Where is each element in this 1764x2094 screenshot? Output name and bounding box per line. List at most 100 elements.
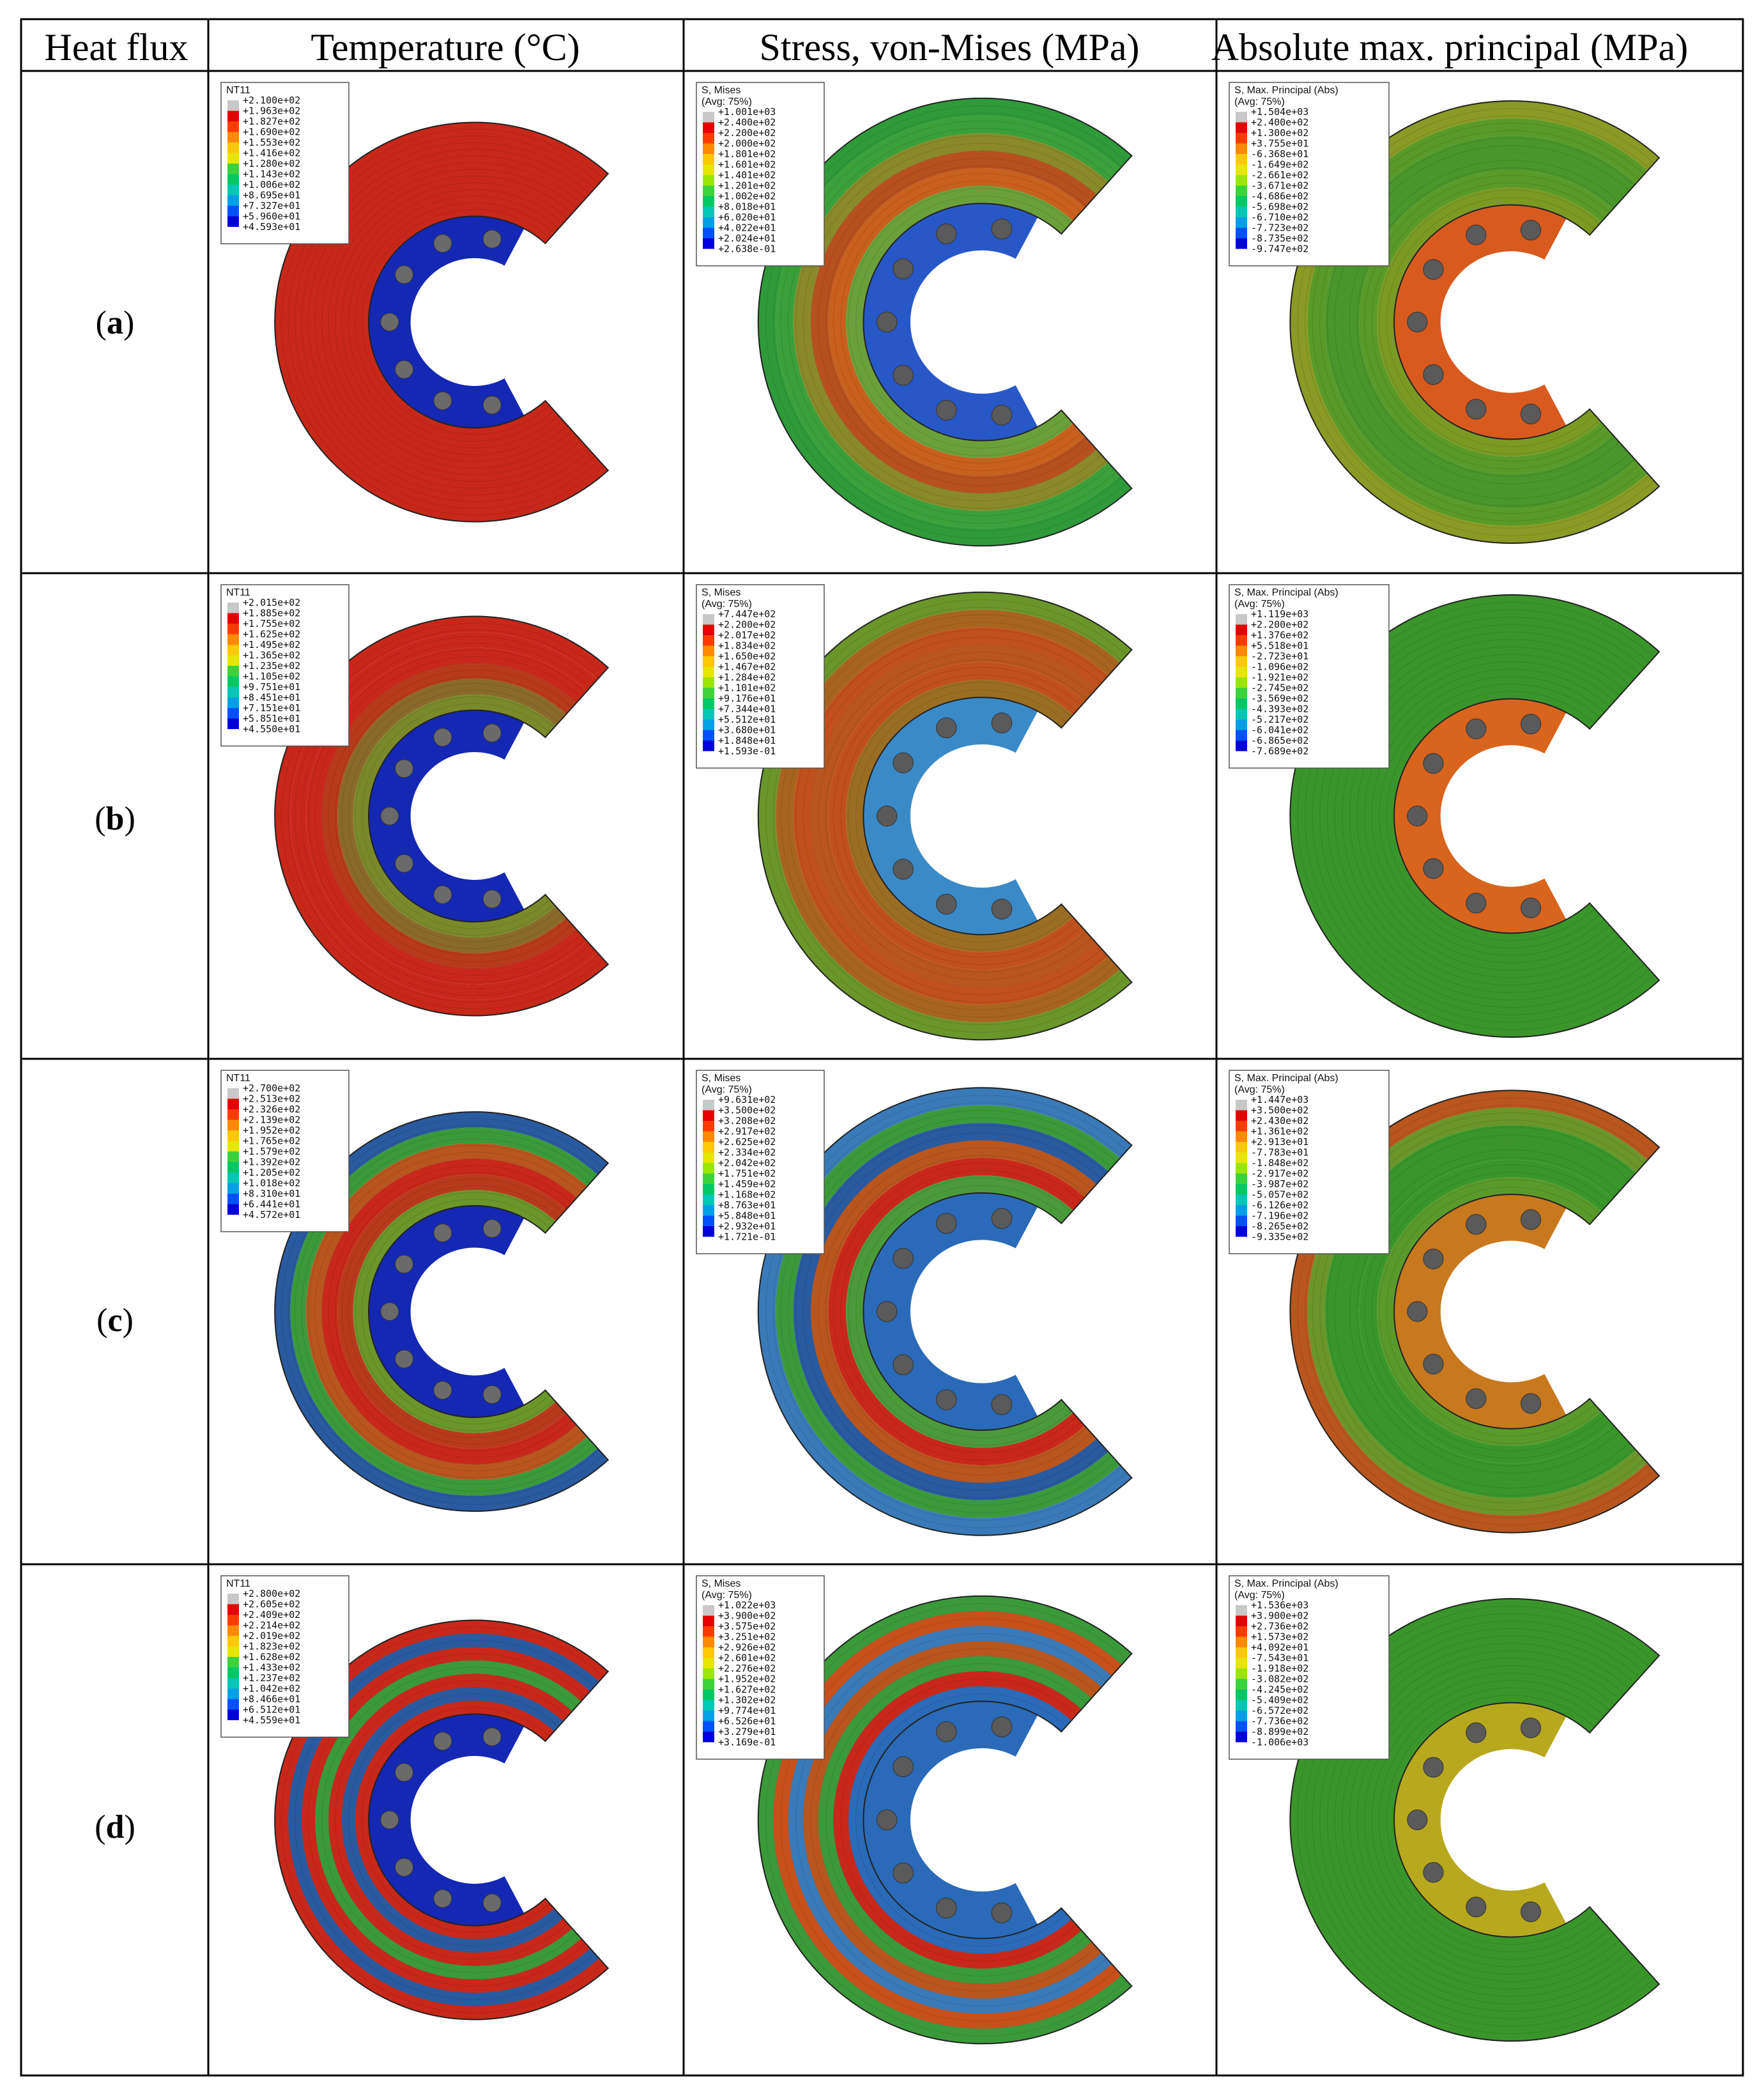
legend-swatch — [703, 1142, 714, 1153]
contour-band — [776, 116, 1121, 528]
legend-swatch — [227, 1688, 239, 1699]
mesh-line — [855, 1693, 1067, 1946]
legend-swatch — [1236, 1700, 1247, 1711]
mesh-line — [848, 1686, 1072, 1954]
legend-swatch — [1236, 741, 1247, 751]
mesh-line — [328, 175, 572, 469]
bolt-hole-icon — [433, 1889, 452, 1908]
bolt-hole-icon — [1466, 1214, 1487, 1235]
bolt-hole-icon — [433, 234, 452, 253]
mesh-line — [1297, 1097, 1655, 1526]
contour-band — [811, 151, 1097, 493]
legend-value: +2.019e+02 — [243, 1630, 300, 1642]
legend-swatch — [703, 217, 714, 228]
legend-title: NT11 — [226, 1073, 250, 1084]
mesh-line — [825, 659, 1087, 973]
legend-value: +7.344e+01 — [718, 704, 776, 715]
legend-swatch — [227, 1194, 239, 1205]
contour-band — [758, 592, 1132, 1040]
mesh-line — [1386, 1695, 1595, 1945]
legend-swatch — [1236, 656, 1247, 667]
legend-value: +1.827e+02 — [243, 116, 300, 127]
legend-value: +2.200e+02 — [718, 127, 776, 139]
legend-swatch — [1236, 688, 1247, 698]
legend-value: +2.100e+02 — [243, 95, 300, 106]
legend-value: +2.139e+02 — [243, 1114, 300, 1126]
legend-value: +3.575e+02 — [718, 1621, 776, 1632]
bolt-hole-icon — [433, 885, 452, 904]
mesh-line — [328, 669, 572, 963]
legend-value: +2.326e+02 — [243, 1104, 300, 1115]
legend-value: +9.176e+01 — [718, 693, 776, 704]
bolt-hole-icon — [1423, 364, 1444, 385]
legend-swatch — [227, 613, 239, 624]
contour-band — [793, 1123, 1108, 1500]
mesh-line — [314, 656, 581, 976]
legend-value: +2.430e+02 — [1251, 1115, 1308, 1127]
legend-swatch — [703, 1100, 714, 1111]
legend-value: -6.041e+02 — [1251, 725, 1308, 736]
mesh-line — [362, 1707, 550, 1933]
bolt-hole-icon — [893, 1756, 914, 1778]
header-temperature: Temperature (°C) — [311, 26, 579, 68]
legend-swatch — [227, 132, 239, 142]
contour-band — [773, 1611, 1122, 2029]
legend-swatch — [1236, 1605, 1247, 1616]
mesh-line — [802, 1132, 1102, 1491]
legend-swatch — [227, 655, 239, 666]
bolt-hole-icon — [893, 858, 914, 880]
legend-swatch — [703, 1732, 714, 1743]
legend-subtitle: (Avg: 75%) — [702, 1084, 752, 1095]
legend-value: +1.755e+02 — [243, 618, 300, 629]
legend-value: +1.963e+02 — [243, 105, 300, 117]
contour-band — [321, 1159, 577, 1465]
legend-value: +2.736e+02 — [1251, 1621, 1308, 1632]
bolt-hole-icon — [991, 1902, 1013, 1923]
legend-swatch — [703, 1711, 714, 1721]
bolt-hole-icon — [482, 1385, 502, 1404]
contour-band — [355, 1700, 555, 1939]
mesh-line — [848, 1177, 1072, 1446]
legend-swatch — [703, 133, 714, 144]
contour-band — [1342, 153, 1625, 491]
bolt-hole-icon — [893, 1247, 914, 1269]
contour-band — [337, 679, 567, 953]
bolt-hole-icon — [936, 399, 957, 421]
bolt-hole-icon — [482, 229, 502, 249]
legend-swatch — [703, 720, 714, 730]
legend-value: +1.006e+02 — [243, 179, 300, 190]
bolt-hole-icon — [1520, 1209, 1542, 1230]
contour-band — [833, 1671, 1082, 1969]
contour-panel-3-0: NT11+2.800e+02+2.605e+02+2.409e+02+2.214… — [220, 1575, 610, 2021]
legend-value: +1.018e+02 — [243, 1178, 300, 1189]
legend-title: S, Max. Principal (Abs) — [1234, 1578, 1338, 1589]
mesh-line — [288, 135, 600, 509]
legend-swatch — [1236, 1194, 1247, 1205]
legend-swatch — [1236, 1711, 1247, 1721]
legend-swatch — [227, 1183, 239, 1194]
legend-swatch — [1236, 645, 1247, 656]
legend-swatch — [1236, 1131, 1247, 1142]
legend-value: +1.433e+02 — [243, 1662, 300, 1674]
legend-swatch — [1236, 217, 1247, 228]
mesh-line — [321, 169, 577, 475]
legend-value: +9.751e+01 — [243, 681, 300, 693]
bolt-hole-icon — [991, 1716, 1013, 1737]
legend-subtitle: (Avg: 75%) — [1234, 1084, 1285, 1095]
contour-band — [793, 627, 1108, 1005]
legend-swatch — [703, 741, 714, 751]
bolt-hole-icon — [394, 1763, 414, 1782]
mesh-line — [341, 1686, 564, 1953]
contour-band — [776, 1105, 1121, 1518]
mesh-line — [1297, 602, 1655, 1030]
contour-band — [1359, 1159, 1613, 1464]
contour-band — [290, 631, 598, 1001]
bolt-hole-icon — [991, 1394, 1013, 1415]
contour-band — [803, 1641, 1102, 1999]
bolt-hole-icon — [991, 898, 1013, 920]
contour-band — [275, 1620, 608, 2020]
legend-box — [696, 1575, 825, 1760]
bolt-hole-icon — [876, 805, 898, 827]
contour-band — [818, 1656, 1092, 1984]
